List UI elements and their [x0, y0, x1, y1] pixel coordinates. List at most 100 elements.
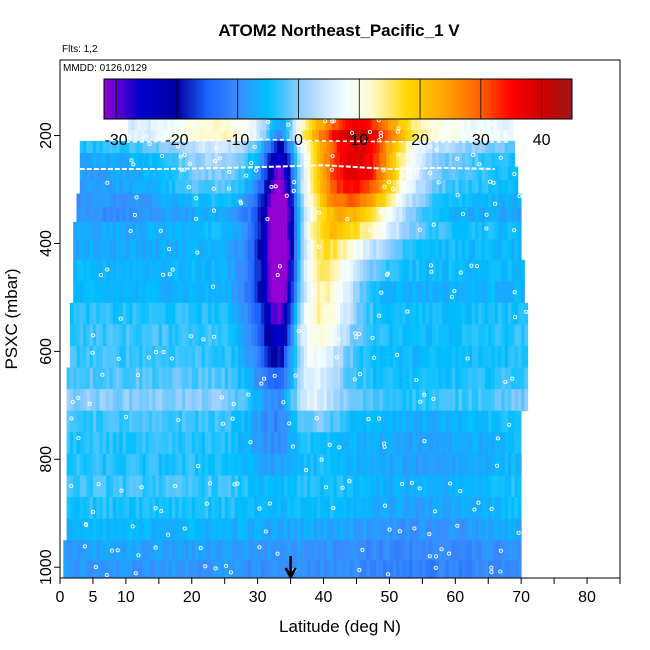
heatmap-cell — [389, 432, 394, 455]
heatmap-cell — [254, 239, 259, 261]
heatmap-cell — [419, 166, 423, 181]
heatmap-cell — [330, 389, 334, 412]
heatmap-cell — [326, 518, 331, 541]
heatmap-cell — [168, 207, 173, 223]
heatmap-cell — [142, 140, 147, 154]
heatmap-cell — [129, 166, 133, 181]
heatmap-cell — [422, 389, 427, 412]
heatmap-cell — [369, 193, 374, 208]
heatmap-cell — [310, 410, 315, 433]
heatmap-cell — [157, 113, 162, 131]
heatmap-cell — [122, 259, 127, 282]
data-point — [387, 527, 392, 532]
heatmap-cell — [381, 113, 386, 131]
heatmap-cell — [438, 239, 443, 261]
heatmap-cell — [452, 239, 456, 261]
heatmap-cell — [125, 475, 130, 498]
heatmap-cell — [382, 560, 387, 578]
heatmap-cell — [191, 389, 196, 412]
heatmap-cell — [102, 389, 107, 412]
heatmap-cell — [333, 221, 338, 240]
heatmap-cell — [106, 140, 110, 154]
heatmap-cell — [468, 281, 473, 304]
heatmap-cell — [92, 153, 97, 167]
heatmap-cell — [445, 432, 450, 455]
heatmap-cell — [415, 302, 420, 325]
heatmap-cell — [129, 518, 133, 541]
heatmap-cell — [353, 475, 357, 498]
heatmap-cell — [369, 207, 374, 223]
heatmap-cell — [241, 432, 245, 455]
heatmap-cell — [201, 259, 206, 282]
heatmap-cell — [99, 207, 104, 223]
heatmap-cell — [234, 540, 239, 561]
heatmap-cell — [389, 153, 394, 167]
heatmap-cell — [287, 497, 291, 520]
data-point — [418, 399, 423, 404]
heatmap-cell — [198, 221, 203, 240]
heatmap-cell — [69, 497, 74, 520]
heatmap-cell — [363, 453, 367, 476]
heatmap-cell — [102, 518, 107, 541]
heatmap-cell — [458, 540, 463, 561]
heatmap-cell — [517, 540, 522, 561]
heatmap-cell — [422, 140, 427, 154]
heatmap-cell — [168, 432, 173, 455]
heatmap-cell — [411, 113, 415, 131]
heatmap-cell — [511, 475, 515, 498]
heatmap-cell — [213, 130, 218, 142]
heatmap-cell — [191, 140, 196, 154]
heatmap-cell — [504, 560, 509, 578]
heatmap-cell — [316, 221, 321, 240]
heatmap-cell — [162, 432, 166, 455]
heatmap-cell — [129, 239, 133, 261]
heatmap-cell — [234, 432, 239, 455]
heatmap-cell — [191, 207, 196, 223]
heatmap-cell — [237, 324, 242, 347]
heatmap-cell — [432, 475, 436, 498]
heatmap-cell — [293, 497, 298, 520]
heatmap-cell — [172, 410, 176, 433]
heatmap-cell — [175, 259, 179, 282]
heatmap-cell — [494, 140, 499, 154]
heatmap-cell — [359, 432, 364, 455]
heatmap-cell — [401, 130, 405, 142]
heatmap-cell — [511, 207, 515, 223]
data-point — [353, 331, 358, 336]
heatmap-cell — [511, 345, 515, 368]
heatmap-cell — [165, 367, 170, 390]
heatmap-cell — [478, 518, 483, 541]
heatmap-cell — [318, 130, 323, 142]
heatmap-cell — [276, 130, 280, 142]
heatmap-cell — [484, 475, 489, 498]
heatmap-cell — [191, 497, 196, 520]
heatmap-cell — [244, 140, 249, 154]
heatmap-cell — [392, 281, 397, 304]
heatmap-cell — [425, 259, 430, 282]
heatmap-cell — [224, 497, 229, 520]
heatmap-cell — [198, 193, 203, 208]
heatmap-cell — [369, 432, 374, 455]
heatmap-cell — [168, 302, 173, 325]
heatmap-cell — [229, 113, 234, 131]
heatmap-cell — [320, 345, 324, 368]
heatmap-cell — [185, 302, 189, 325]
heatmap-cell — [135, 497, 140, 520]
heatmap-cell — [379, 367, 384, 390]
heatmap-cell — [231, 259, 235, 282]
heatmap-cell — [270, 153, 275, 167]
heatmap-cell — [73, 324, 77, 347]
heatmap-cell — [92, 518, 97, 541]
heatmap-cell — [198, 166, 203, 181]
heatmap-cell — [349, 259, 354, 282]
heatmap-cell — [382, 345, 387, 368]
heatmap-cell — [496, 130, 501, 142]
heatmap-cell — [234, 302, 239, 325]
heatmap-cell — [316, 153, 321, 167]
heatmap-cell — [323, 540, 328, 561]
heatmap-cell — [465, 166, 469, 181]
heatmap-cell — [185, 153, 189, 167]
heatmap-cell — [313, 453, 318, 476]
data-point — [402, 181, 407, 186]
heatmap-cell — [116, 367, 120, 390]
